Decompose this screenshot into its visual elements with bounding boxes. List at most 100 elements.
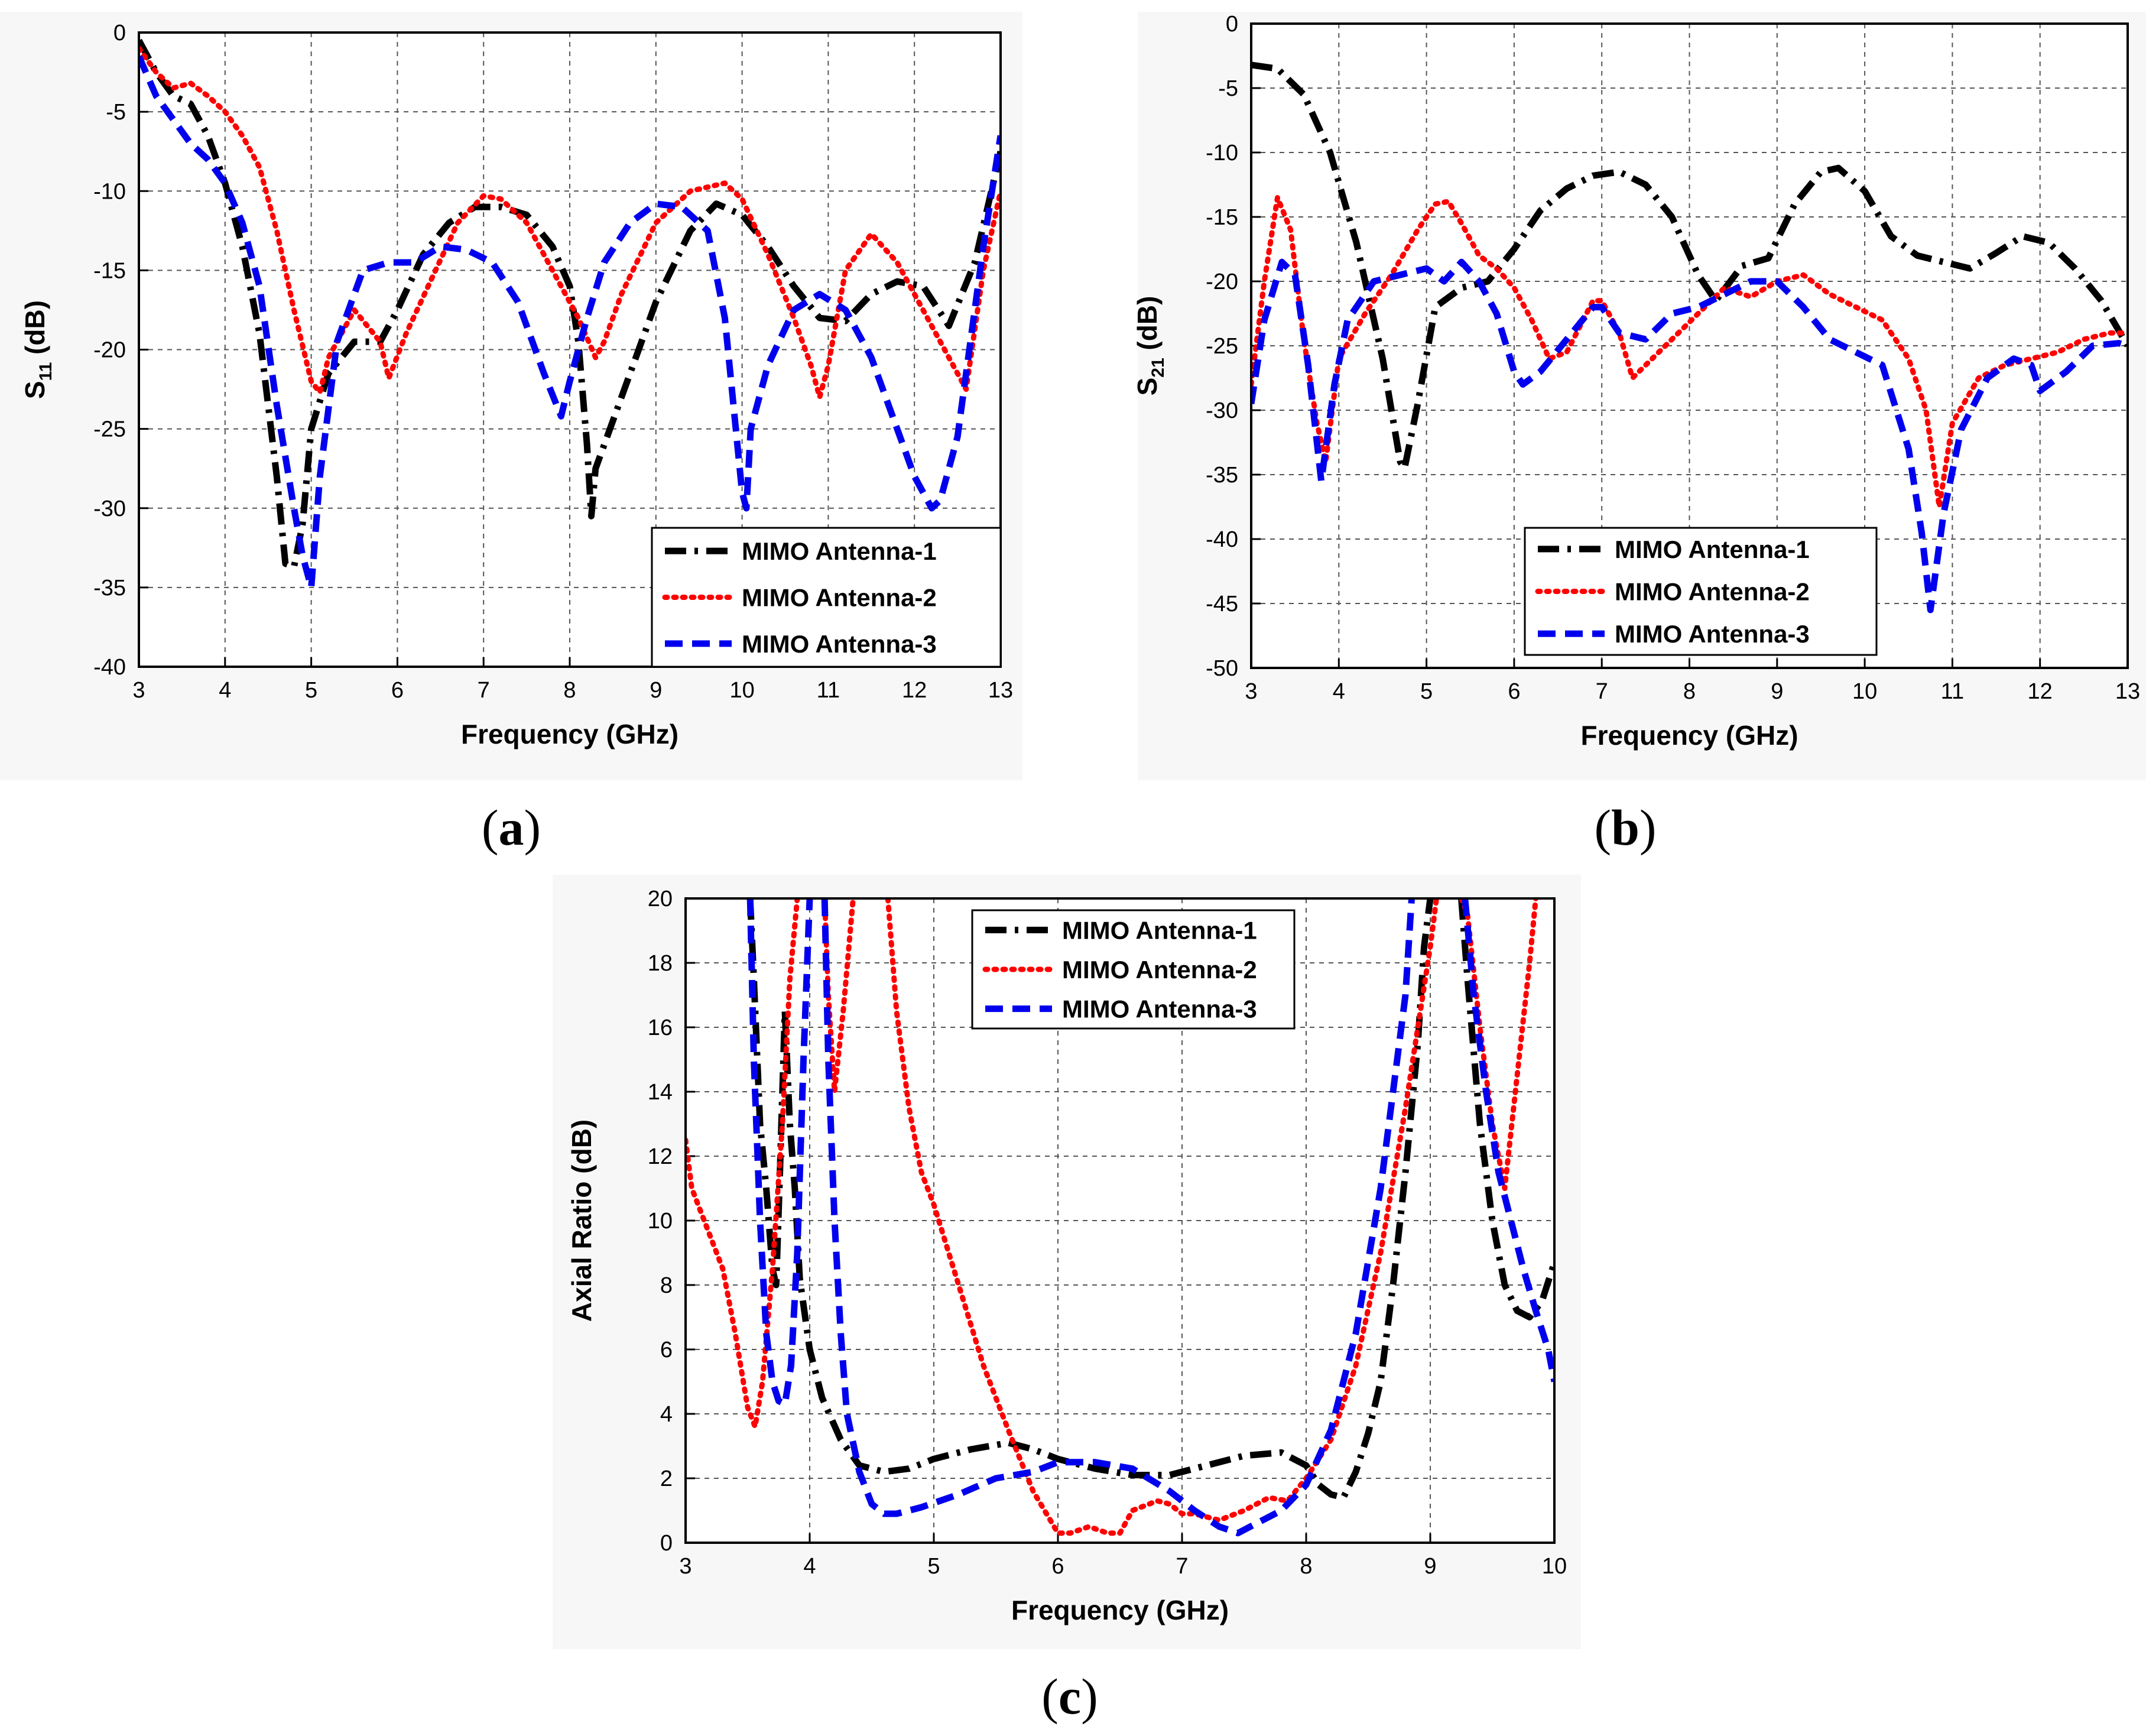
x-tick-label: 4 <box>1333 679 1345 704</box>
x-tick-label: 12 <box>902 678 927 703</box>
y-tick-label: 8 <box>660 1273 673 1298</box>
y-tick-label: 0 <box>113 21 126 46</box>
y-tick-label: -10 <box>1206 141 1238 166</box>
x-tick-label: 9 <box>650 678 662 703</box>
series-line-antenna-2 <box>885 898 1439 1536</box>
series-line-antenna-3 <box>1251 258 2128 614</box>
x-tick-label: 5 <box>927 1554 940 1579</box>
y-tick-label: 2 <box>660 1466 673 1491</box>
legend-label-antenna-1: MIMO Antenna-1 <box>1615 536 1810 563</box>
chart-a-s11: 3 4 5 6 7 8 9 10 11 12 13 0 -5 -10 -15 -20 -25 -30 -35 -40 M… <box>20 21 1013 749</box>
legend-label-antenna-3: MIMO Antenna-3 <box>742 630 937 658</box>
y-tick-label: 18 <box>648 951 673 976</box>
y-tick-label: 14 <box>648 1080 673 1105</box>
y-tick-label: -5 <box>1218 76 1238 101</box>
x-tick-label: 6 <box>391 678 404 703</box>
y-axis-label: S11 (dB) <box>20 300 56 399</box>
legend-label-antenna-1: MIMO Antenna-1 <box>1062 916 1257 944</box>
series-line-antenna-3 <box>1462 898 1554 1383</box>
y-tick-label: 10 <box>648 1209 673 1234</box>
plot-frame <box>684 897 1556 1544</box>
y-axis-label-subscript: 21 <box>1148 358 1168 377</box>
y-tick-label: -25 <box>93 417 126 442</box>
series-line-antenna-3 <box>821 898 1415 1537</box>
x-tick-label: 10 <box>1542 1554 1567 1579</box>
caption-a-letter: a <box>498 799 524 856</box>
x-axis-label: Frequency (GHz) <box>461 719 678 749</box>
y-tick-label: -40 <box>93 655 126 680</box>
x-tick-label: 11 <box>817 678 840 703</box>
legend-label-antenna-1: MIMO Antenna-1 <box>742 537 937 565</box>
x-tick-label: 13 <box>988 678 1013 703</box>
chart-c-axial-ratio: 3 4 5 6 7 8 9 10 0 2 4 6 8 10 12 14 16 18 20 MIMO Antenna-1… <box>566 887 1567 1625</box>
y-axis-label-unit: (dB) <box>1132 296 1163 358</box>
series-line-antenna-3 <box>139 55 1001 591</box>
caption-c-letter: c <box>1058 1668 1082 1725</box>
series-line-antenna-2 <box>686 898 800 1430</box>
caption-c: (c) <box>1041 1668 1098 1725</box>
y-tick-label: -5 <box>106 100 126 125</box>
legend-label-antenna-2: MIMO Antenna-2 <box>1062 956 1257 984</box>
y-axis-label: Axial Ratio (dB) <box>566 1120 597 1322</box>
y-tick-label: -30 <box>93 497 126 521</box>
plot-frame <box>138 31 1002 668</box>
y-tick-label: 0 <box>1226 12 1238 37</box>
y-axis-label-main: S <box>20 381 50 399</box>
y-tick-label: -45 <box>1206 592 1238 616</box>
y-tick-label: 0 <box>660 1531 673 1556</box>
series-line-antenna-3 <box>746 898 813 1408</box>
x-tick-label: 6 <box>1051 1554 1064 1579</box>
caption-b-letter: b <box>1611 799 1639 856</box>
chart-b-s21: 3 4 5 6 7 8 9 10 11 12 13 0 -5 -10 -15 -20 -25 -30 -35 -40 -… <box>1132 12 2140 751</box>
caption-a: (a) <box>481 799 541 856</box>
x-tick-label: 9 <box>1771 679 1783 704</box>
x-axis-label: Frequency (GHz) <box>1011 1595 1229 1625</box>
x-tick-label: 13 <box>2115 679 2140 704</box>
series-line-antenna-1 <box>1251 61 2128 472</box>
x-tick-label: 8 <box>1683 679 1696 704</box>
series-line-antenna-2 <box>139 46 1001 400</box>
y-axis-label-subscript: 11 <box>36 362 56 381</box>
y-tick-label: 6 <box>660 1338 673 1362</box>
x-tick-label: 3 <box>1245 679 1257 704</box>
x-tick-label: 7 <box>1176 1554 1188 1579</box>
x-tick-label: 12 <box>2028 679 2053 704</box>
y-tick-label: -20 <box>93 338 126 363</box>
y-tick-label: -15 <box>93 258 126 283</box>
y-tick-label: -50 <box>1206 656 1238 681</box>
y-axis-label: S21 (dB) <box>1132 296 1168 396</box>
x-tick-label: 3 <box>679 1554 691 1579</box>
y-axis-label-unit: (dB) <box>20 300 50 362</box>
series-line-antenna-2 <box>1251 194 2128 510</box>
y-tick-label: 4 <box>660 1402 673 1427</box>
y-tick-label: -30 <box>1206 398 1238 423</box>
series-line-antenna-1 <box>139 38 1001 570</box>
legend-label-antenna-3: MIMO Antenna-3 <box>1615 620 1810 648</box>
caption-b: (b) <box>1594 799 1657 856</box>
x-axis-label: Frequency (GHz) <box>1580 720 1798 751</box>
x-tick-label: 10 <box>729 678 754 703</box>
x-tick-label: 8 <box>563 678 576 703</box>
x-tick-label: 4 <box>803 1554 816 1579</box>
y-tick-label: -35 <box>93 576 126 601</box>
y-tick-label: 12 <box>648 1144 673 1169</box>
y-tick-label: 20 <box>648 887 673 911</box>
x-tick-label: 5 <box>1420 679 1433 704</box>
x-tick-label: 10 <box>1852 679 1877 704</box>
y-tick-label: 16 <box>648 1015 673 1040</box>
y-tick-label: -15 <box>1206 205 1238 230</box>
x-tick-label: 7 <box>478 678 490 703</box>
plot-frame <box>1250 22 2129 669</box>
x-tick-label: 11 <box>1941 679 1964 704</box>
y-tick-label: -35 <box>1206 463 1238 488</box>
x-tick-label: 8 <box>1300 1554 1312 1579</box>
y-axis-label-main: S <box>1132 378 1163 396</box>
y-tick-label: -40 <box>1206 527 1238 552</box>
y-tick-label: -10 <box>93 179 126 204</box>
y-tick-label: -25 <box>1206 334 1238 359</box>
x-tick-label: 6 <box>1508 679 1520 704</box>
x-tick-label: 7 <box>1596 679 1608 704</box>
legend-label-antenna-2: MIMO Antenna-2 <box>742 584 937 612</box>
x-tick-label: 5 <box>305 678 317 703</box>
legend-label-antenna-3: MIMO Antenna-3 <box>1062 995 1257 1023</box>
